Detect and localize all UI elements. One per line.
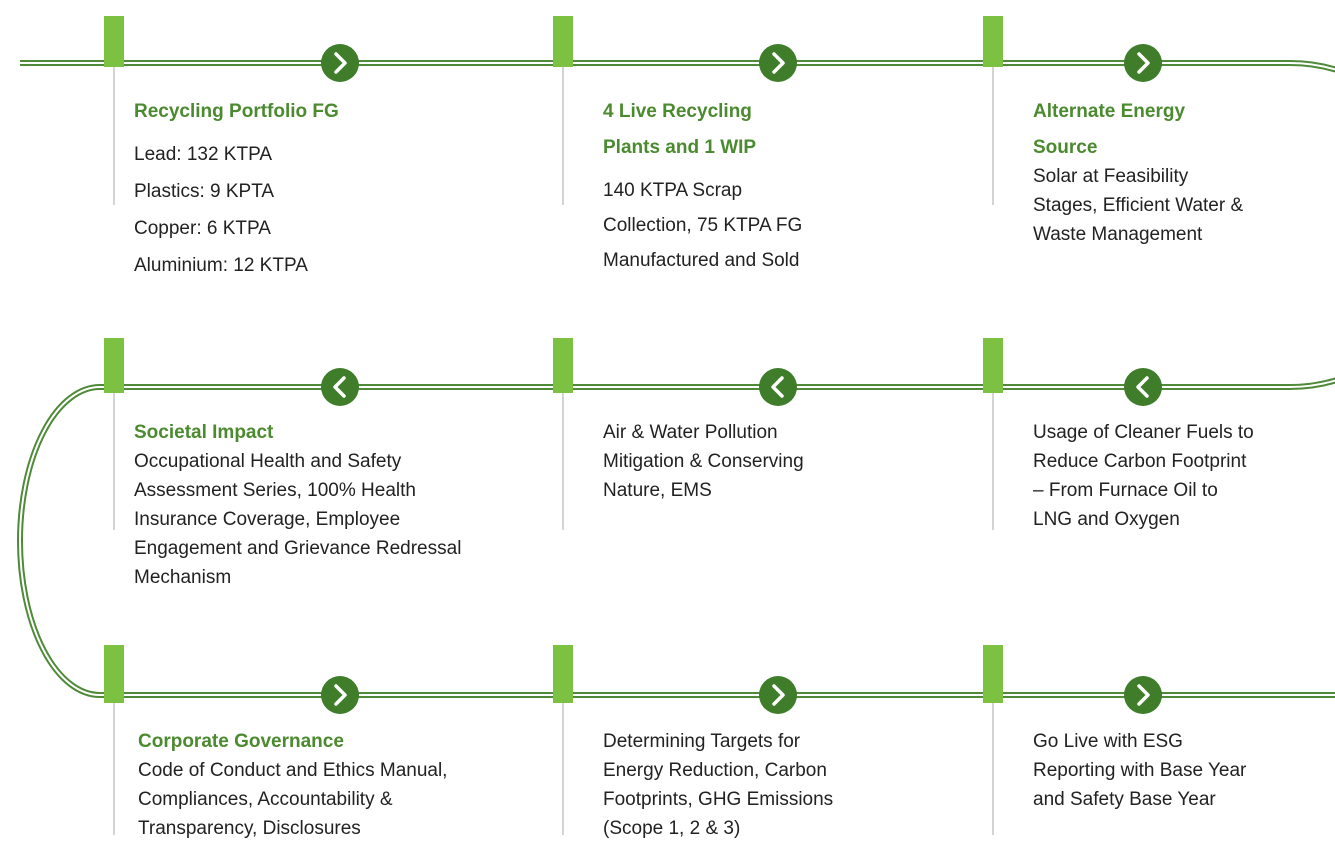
arrow-badge (1124, 368, 1162, 406)
step-text: Copper: 6 KTPA (134, 218, 271, 239)
step-text: Collection, 75 KTPA FG (603, 215, 802, 236)
arrow-badge (321, 44, 359, 82)
step-title: Corporate Governance (138, 731, 344, 752)
step-text: Energy Reduction, Carbon (603, 760, 827, 781)
step-title: Source (1033, 137, 1097, 158)
marker (983, 16, 1003, 67)
arrow-badge (759, 676, 797, 714)
arrow-chevron (333, 376, 346, 398)
step-text: Occupational Health and Safety (134, 451, 402, 472)
marker (983, 338, 1003, 393)
arrow-chevron (334, 52, 347, 74)
step-title: Alternate Energy (1033, 101, 1185, 122)
step-text: and Safety Base Year (1033, 789, 1216, 810)
arrow-badge (759, 44, 797, 82)
step-text: Solar at Feasibility (1033, 166, 1189, 187)
marker (104, 16, 124, 67)
step-title: Societal Impact (134, 422, 274, 443)
step-text: Lead: 132 KTPA (134, 144, 272, 165)
step-text: Go Live with ESG (1033, 731, 1183, 752)
arrow-chevron (1137, 684, 1150, 706)
arrow-chevron (772, 684, 785, 706)
step-text: Transparency, Disclosures (138, 818, 361, 839)
arrow-chevron (334, 684, 347, 706)
step-text: Mitigation & Conserving (603, 451, 804, 472)
marker (553, 338, 573, 393)
step-text: – From Furnace Oil to (1033, 480, 1218, 501)
track (17, 60, 1335, 698)
step-text: Manufactured and Sold (603, 250, 799, 271)
marker (104, 338, 124, 393)
step-title: 4 Live Recycling (603, 101, 752, 122)
arrow-chevron (771, 376, 784, 398)
step-text: (Scope 1, 2 & 3) (603, 818, 740, 839)
arrow-chevron (772, 52, 785, 74)
step-text: 140 KTPA Scrap (603, 180, 742, 201)
step-text: Reduce Carbon Footprint (1033, 451, 1247, 472)
step-text: Insurance Coverage, Employee (134, 509, 400, 530)
track-inner (19, 62, 1335, 696)
step-text: Aluminium: 12 KTPA (134, 255, 308, 276)
step-text: Engagement and Grievance Redressal (134, 538, 461, 559)
step-text: Footprints, GHG Emissions (603, 789, 833, 810)
marker (983, 645, 1003, 703)
step-text: Waste Management (1033, 224, 1203, 245)
marker (553, 16, 573, 67)
step-text: Air & Water Pollution (603, 422, 778, 443)
step-text: Determining Targets for (603, 731, 801, 752)
arrow-chevron (1136, 376, 1149, 398)
step-title: Recycling Portfolio FG (134, 101, 339, 122)
step-text: Reporting with Base Year (1033, 760, 1247, 781)
arrow-badge (1124, 676, 1162, 714)
step-text: Code of Conduct and Ethics Manual, (138, 760, 447, 781)
step-text: Assessment Series, 100% Health (134, 480, 416, 501)
arrow-badge (321, 676, 359, 714)
step-text: Compliances, Accountability & (138, 789, 393, 810)
marker (553, 645, 573, 703)
step-text: LNG and Oxygen (1033, 509, 1180, 530)
step-text: Stages, Efficient Water & (1033, 195, 1243, 216)
arrow-badge (1124, 44, 1162, 82)
arrow-badge (759, 368, 797, 406)
step-text: Usage of Cleaner Fuels to (1033, 422, 1254, 443)
arrow-badge (321, 368, 359, 406)
step-text: Nature, EMS (603, 480, 712, 501)
step-text: Mechanism (134, 567, 231, 588)
arrow-chevron (1137, 52, 1150, 74)
step-title: Plants and 1 WIP (603, 137, 756, 158)
step-text: Plastics: 9 KPTA (134, 181, 274, 202)
marker (104, 645, 124, 703)
